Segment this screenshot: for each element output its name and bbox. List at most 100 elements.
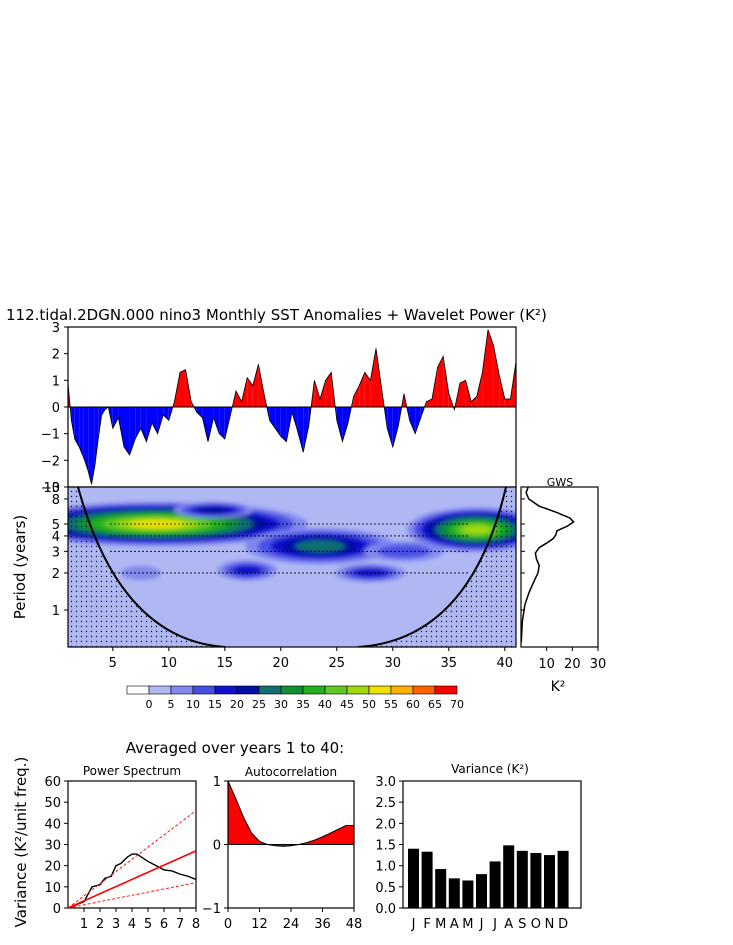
variance-month-label: F — [423, 917, 430, 932]
variance-month-label: S — [518, 917, 526, 932]
anomaly-area-segment — [146, 407, 152, 442]
colorbar-swatch — [126, 685, 150, 695]
variance-bar — [448, 878, 460, 908]
anomaly-area-segment — [415, 407, 421, 434]
variance-title: Variance (K²) — [451, 762, 529, 776]
variance-bar — [516, 850, 528, 908]
ac-xtick-label: 24 — [283, 917, 300, 932]
anomaly-area-segment — [297, 407, 304, 453]
anomaly-area-segment — [476, 372, 483, 407]
colorbar-label: 35 — [296, 698, 310, 711]
cone-of-influence-right — [357, 487, 507, 647]
anomaly-area-segment — [336, 407, 343, 442]
anomaly-area-segment — [325, 372, 332, 407]
anomaly-area-segment — [499, 375, 505, 407]
anomaly-area-segment — [392, 407, 399, 447]
anomaly-area-segment — [94, 407, 99, 466]
power-spectrum-line — [67, 850, 197, 909]
sst-ytick-label: 0 — [52, 401, 60, 416]
ps-ytick-label: 50 — [44, 796, 61, 811]
ac-xtick-label: 48 — [346, 917, 363, 932]
power-contour — [197, 506, 230, 514]
power-contour — [120, 565, 161, 580]
wavelet-ytick-label: 3 — [52, 545, 60, 560]
variance-panel: Variance (K²) J F M A M J J A S O N D0.00.51.01.52.… — [375, 762, 582, 932]
anomaly-area-segment — [236, 391, 242, 407]
colorbar-swatch — [148, 685, 172, 695]
variance-month-label: J — [411, 917, 416, 932]
power-spectrum-ylabel: Variance (K²/unit freq.) — [12, 757, 30, 928]
sst-ytick-label: 2 — [52, 348, 60, 363]
averaged-caption: Averaged over years 1 to 40: — [126, 739, 344, 757]
variance-month-label: N — [545, 917, 555, 932]
anomaly-area-segment — [269, 407, 276, 429]
sst-ytick-label: −2 — [41, 454, 60, 469]
gws-line — [520, 486, 575, 642]
colorbar: 0 5 10 15 20 25 30 35 40 45 50 55 60 65 70 — [126, 685, 464, 711]
power-contour — [130, 520, 185, 529]
anomaly-area-segment — [180, 369, 186, 407]
wavelet-ytick-label: 5 — [52, 518, 60, 533]
gws-xtick-label: 20 — [564, 657, 581, 672]
anomaly-area-segment — [387, 407, 393, 447]
variance-month-label: D — [558, 917, 568, 932]
colorbar-swatch — [390, 685, 414, 695]
colorbar-swatch — [280, 685, 304, 695]
variance-bar — [489, 861, 501, 908]
ps-xtick-label: 4 — [128, 917, 136, 932]
anomaly-area-segment — [88, 407, 92, 485]
colorbar-label: 50 — [362, 698, 376, 711]
anomaly-area-segment — [224, 407, 231, 439]
ac-xtick-label: 36 — [314, 917, 331, 932]
cone-of-influence-left-hatch — [68, 487, 225, 647]
power-spectrum-panel: Power Spectrum 0 10 20 30 40 50 60 1 2 3 4 5 6 7 8 Var… — [12, 757, 200, 932]
anomaly-area-segment — [202, 407, 208, 442]
anomaly-area-segment — [493, 345, 500, 407]
ps-xtick-label: 8 — [192, 917, 200, 932]
anomaly-area-segment — [482, 329, 488, 407]
ps-xtick-label: 1 — [80, 917, 88, 932]
anomaly-area-segment — [409, 407, 416, 434]
ps-xtick-label: 2 — [96, 917, 104, 932]
anomaly-area-segment — [314, 380, 320, 407]
wavelet-ylabel: Period (years) — [11, 515, 29, 620]
colorbar-swatch — [434, 685, 458, 695]
colorbar-label: 65 — [428, 698, 442, 711]
ps-ytick-label: 60 — [44, 775, 61, 790]
gws-title: GWS — [547, 476, 573, 489]
colorbar-label: 60 — [406, 698, 420, 711]
variance-month-label: J — [479, 917, 484, 932]
wavelet-ytick-label: 8 — [52, 493, 60, 508]
variance-month-label: M — [462, 917, 473, 932]
colorbar-label: 25 — [252, 698, 266, 711]
sst-ytick-label: 1 — [52, 374, 60, 389]
anomaly-area-segment — [488, 329, 494, 407]
gws-xlabel: K² — [551, 679, 566, 695]
colorbar-label: 70 — [450, 698, 464, 711]
ps-xtick-label: 6 — [160, 917, 168, 932]
gws-xtick-label: 10 — [538, 657, 555, 672]
anomaly-area-segment — [353, 385, 360, 407]
ac-ytick-label: 1 — [213, 775, 221, 790]
power-spectrum-title: Power Spectrum — [83, 764, 181, 778]
wavelet-ytick-label: 2 — [52, 567, 60, 582]
anomaly-area-segment — [163, 407, 169, 421]
anomaly-area-segment — [504, 399, 511, 407]
anomaly-area-segment — [157, 407, 164, 434]
ps-ytick-label: 30 — [44, 839, 61, 854]
anomaly-area-segment — [152, 407, 158, 434]
cone-of-influence-left — [77, 487, 226, 647]
anomaly-area-segment — [213, 407, 220, 434]
variance-bar — [408, 848, 419, 908]
anomaly-area-segment — [124, 407, 130, 455]
colorbar-swatch — [368, 685, 392, 695]
anomaly-area-segment — [71, 407, 75, 439]
anomaly-area-segment — [320, 380, 326, 407]
wavelet-xtick-label: 10 — [161, 656, 178, 671]
power-contour — [462, 525, 491, 535]
colorbar-swatch — [302, 685, 326, 695]
anomaly-area-segment — [112, 407, 119, 429]
autocorrelation-panel: Autocorrelation 10−10 12 24 36 48 — [202, 765, 362, 932]
variance-bar — [462, 880, 474, 908]
